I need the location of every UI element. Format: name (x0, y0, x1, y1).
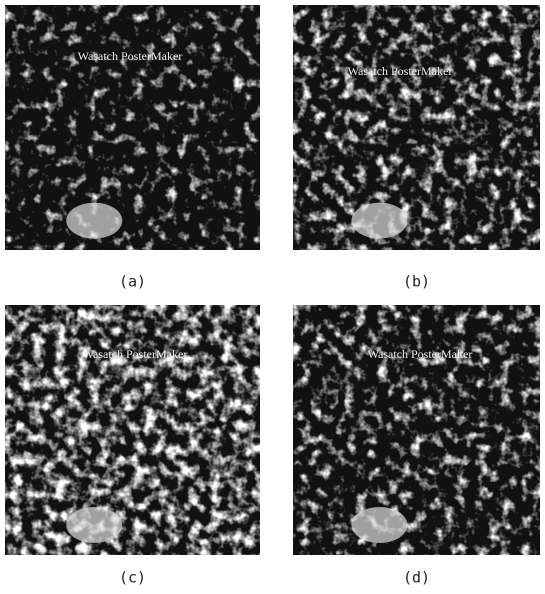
image-panel: Wasatch PosterMaker (293, 5, 540, 250)
image-texture (5, 5, 260, 250)
image-texture (293, 305, 540, 555)
panel-caption: (d) (403, 569, 430, 587)
image-overlay-text: Wasatch PosterMaker (78, 49, 183, 63)
image-texture (5, 305, 260, 555)
image-highlight (351, 203, 407, 239)
image-panel: Wasatch PosterMaker (5, 305, 260, 555)
image-overlay-text: Wasatch PosterMaker (348, 64, 453, 78)
image-highlight (66, 203, 122, 239)
image-highlight (351, 507, 407, 543)
panel-caption: (a) (119, 273, 146, 291)
image-panel: Wasatch PosterMaker (5, 5, 260, 250)
image-overlay-text: Wasatch PosterMaker (83, 347, 188, 361)
image-panel: Wasatch PosterMaker (293, 305, 540, 555)
image-texture (293, 5, 540, 250)
figure: Wasatch PosterMaker (a) Wasatch PosterMake… (0, 0, 545, 594)
image-highlight (66, 507, 122, 543)
panel-caption: (b) (403, 273, 430, 291)
panel-caption: (c) (119, 569, 146, 587)
image-overlay-text: Wasatch PosterMaker (368, 347, 473, 361)
